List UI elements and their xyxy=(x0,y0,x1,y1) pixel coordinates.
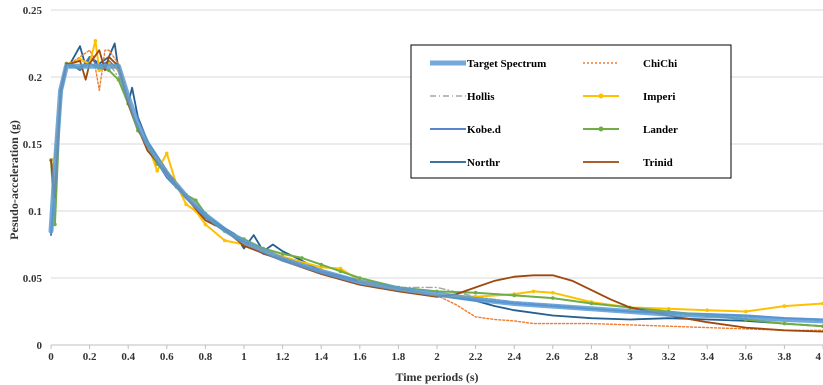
x-tick-label: 1 xyxy=(241,351,247,363)
data-point-imperi xyxy=(531,289,536,294)
x-tick-label: 0.8 xyxy=(199,351,213,363)
x-tick-label: 1.4 xyxy=(314,351,328,363)
data-point-lander xyxy=(300,256,304,260)
series-layer xyxy=(48,39,823,333)
data-point-imperi xyxy=(666,307,671,311)
legend-label-imperi: Imperi xyxy=(643,91,675,103)
x-tick-label: 0.2 xyxy=(83,351,97,363)
data-point-lander xyxy=(116,77,121,82)
data-point-lander xyxy=(53,222,57,227)
x-tick-label: 2.2 xyxy=(469,351,483,363)
x-tick-label: 3.2 xyxy=(662,351,676,363)
data-point-lander xyxy=(358,276,362,280)
y-tick-label: 0.1 xyxy=(28,206,42,218)
data-point-imperi xyxy=(203,222,208,227)
legend-marker-imperi xyxy=(598,93,604,99)
x-tick-label: 4 xyxy=(816,351,822,363)
data-point-lander xyxy=(194,198,198,203)
x-tick-label: 2.8 xyxy=(585,351,599,363)
x-tick-label: 2 xyxy=(434,351,440,363)
data-point-imperi xyxy=(338,266,343,271)
data-point-imperi xyxy=(319,265,324,270)
legend-label-chichi: ChiChi xyxy=(643,58,677,70)
data-point-lander xyxy=(782,321,787,326)
data-point-imperi xyxy=(184,202,188,207)
x-tick-label: 0 xyxy=(48,351,54,363)
tick-labels: 0 0.05 0.1 0.15 0.2 0.25 0 0.2 0.4 0.6 0.8 1 1.2 1.4 1… xyxy=(23,5,822,363)
y-tick-label: 0.2 xyxy=(28,72,42,84)
data-point-lander xyxy=(107,68,111,73)
data-point-lander xyxy=(551,296,555,300)
data-point-imperi xyxy=(551,290,555,295)
data-point-imperi xyxy=(165,151,169,156)
x-tick-label: 1.6 xyxy=(353,351,367,363)
data-point-imperi xyxy=(705,308,709,313)
data-point-imperi xyxy=(744,309,748,314)
legend-box xyxy=(410,44,732,179)
legend-label-kobe-d: Kobe.d xyxy=(467,124,501,136)
x-tick-label: 1.8 xyxy=(392,351,406,363)
data-point-imperi xyxy=(155,169,159,173)
data-point-lander xyxy=(473,290,478,295)
data-point-lander xyxy=(338,269,343,274)
data-point-lander xyxy=(589,301,594,306)
legend: Target Spectrum ChiChi Hollis Imperi Kobe.d L… xyxy=(410,44,732,179)
x-tick-label: 0.4 xyxy=(121,351,135,363)
data-point-lander xyxy=(512,293,516,298)
x-tick-label: 0.6 xyxy=(160,351,174,363)
x-axis-title: Time periods (s) xyxy=(395,370,478,384)
x-tick-label: 2.4 xyxy=(507,351,521,363)
legend-label-hollis: Hollis xyxy=(467,91,495,103)
legend-label-lander: Lander xyxy=(643,124,678,136)
data-point-lander xyxy=(319,262,324,267)
data-point-imperi xyxy=(222,238,227,243)
y-tick-label: 0.15 xyxy=(23,139,43,151)
axes xyxy=(50,344,823,349)
x-tick-label: 3.6 xyxy=(739,351,753,363)
data-point-imperi xyxy=(97,68,102,73)
legend-label-trinid: Trinid xyxy=(643,157,673,169)
x-tick-label: 1.2 xyxy=(276,351,290,363)
y-axis-title: Pesudo-acceleration (g) xyxy=(7,120,21,240)
y-tick-label: 0.25 xyxy=(23,5,43,17)
data-point-lander xyxy=(280,252,285,256)
legend-label-target-spectrum: Target Spectrum xyxy=(467,58,546,70)
x-tick-label: 3 xyxy=(627,351,633,363)
data-point-imperi xyxy=(782,304,787,308)
y-tick-label: 0.05 xyxy=(23,273,43,285)
x-tick-label: 3.8 xyxy=(778,351,792,363)
series-line-target-spectrum xyxy=(48,63,823,324)
series-target-spectrum xyxy=(48,63,823,324)
x-tick-label: 3.4 xyxy=(700,351,714,363)
x-tick-label: 2.6 xyxy=(546,351,560,363)
data-point-imperi xyxy=(93,39,98,43)
y-tick-label: 0 xyxy=(37,340,43,352)
legend-marker-lander xyxy=(598,126,604,132)
legend-label-northr: Northr xyxy=(467,157,500,169)
